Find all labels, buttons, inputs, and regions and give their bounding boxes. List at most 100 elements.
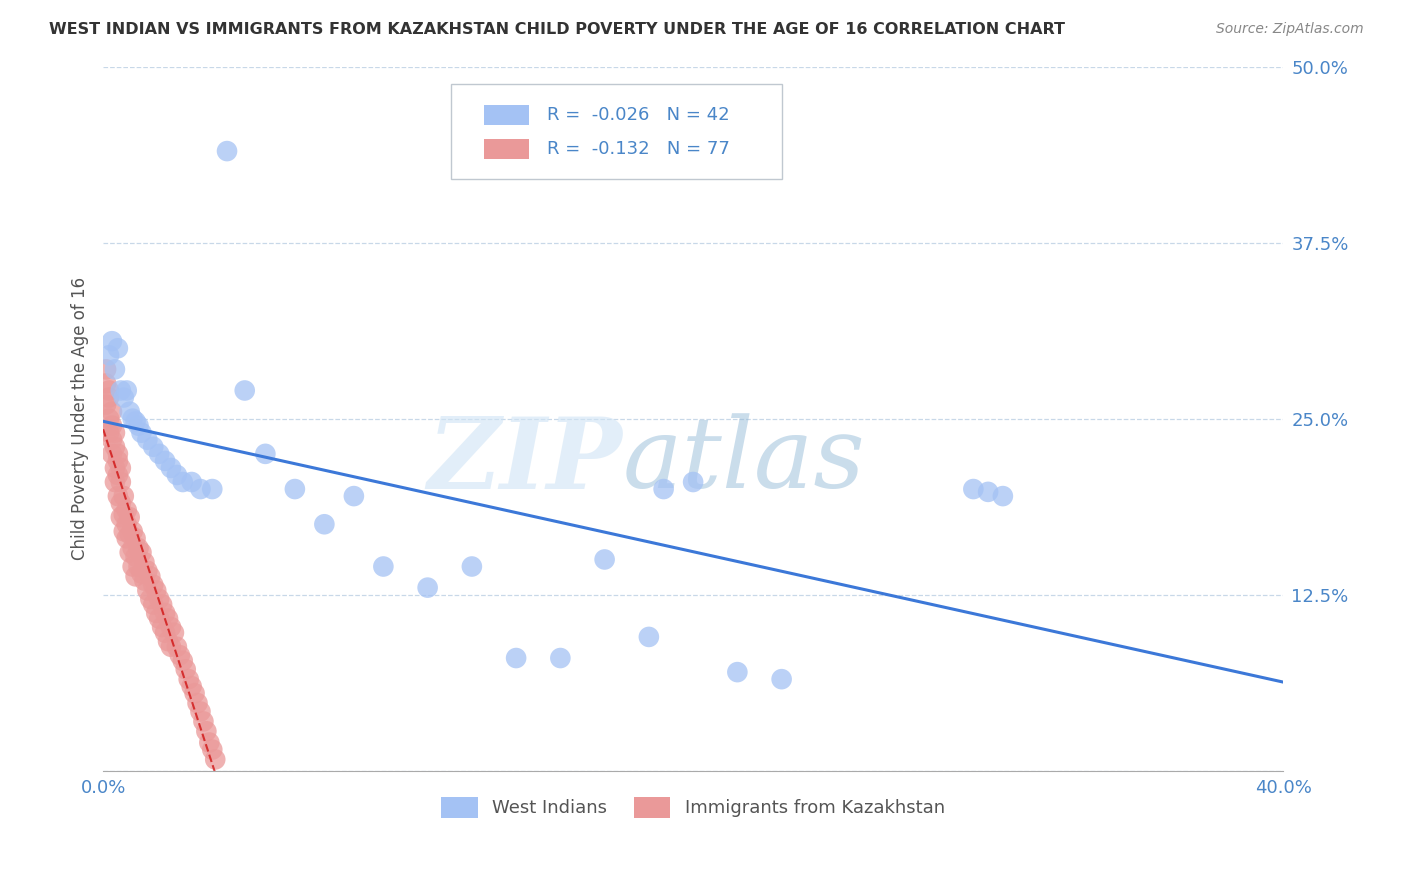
Point	[172, 654, 194, 668]
Point	[145, 606, 167, 620]
Point	[104, 440, 127, 454]
Point	[128, 418, 150, 433]
Point	[118, 510, 141, 524]
Point	[131, 566, 153, 581]
Legend: West Indians, Immigrants from Kazakhstan: West Indians, Immigrants from Kazakhstan	[434, 789, 952, 825]
Point	[104, 475, 127, 489]
Point	[101, 447, 124, 461]
Point	[193, 714, 215, 729]
Point	[110, 510, 132, 524]
Point	[150, 620, 173, 634]
Point	[153, 454, 176, 468]
Text: ZIP: ZIP	[427, 413, 623, 509]
Point	[160, 620, 183, 634]
Point	[160, 640, 183, 654]
Point	[115, 503, 138, 517]
Point	[121, 411, 143, 425]
Point	[145, 583, 167, 598]
Point	[124, 532, 146, 546]
Point	[204, 752, 226, 766]
Point	[124, 414, 146, 428]
Point	[142, 578, 165, 592]
Point	[550, 651, 572, 665]
Point	[991, 489, 1014, 503]
Point	[314, 517, 336, 532]
Point	[284, 482, 307, 496]
Point	[107, 489, 129, 503]
Point	[98, 411, 121, 425]
Text: Source: ZipAtlas.com: Source: ZipAtlas.com	[1216, 22, 1364, 37]
Text: R =  -0.026   N = 42: R = -0.026 N = 42	[547, 106, 730, 124]
Point	[652, 482, 675, 496]
Point	[770, 672, 793, 686]
FancyBboxPatch shape	[451, 84, 782, 179]
Point	[725, 665, 748, 679]
Point	[110, 496, 132, 510]
Bar	[484, 139, 529, 159]
Point	[98, 384, 121, 398]
Point	[104, 362, 127, 376]
Point	[134, 574, 156, 588]
Y-axis label: Child Poverty Under the Age of 16: Child Poverty Under the Age of 16	[72, 277, 89, 560]
Point	[201, 742, 224, 756]
Point	[195, 724, 218, 739]
Point	[104, 425, 127, 440]
Point	[112, 489, 135, 503]
Point	[110, 384, 132, 398]
Point	[124, 549, 146, 564]
Point	[101, 334, 124, 349]
Point	[198, 735, 221, 749]
Point	[254, 447, 277, 461]
Point	[94, 398, 117, 412]
Point	[153, 625, 176, 640]
Point	[174, 662, 197, 676]
Point	[121, 541, 143, 556]
Point	[166, 467, 188, 482]
Point	[139, 591, 162, 606]
Point	[163, 625, 186, 640]
Point	[101, 433, 124, 447]
Bar	[484, 105, 529, 125]
Point	[160, 461, 183, 475]
Point	[112, 508, 135, 522]
Point	[118, 404, 141, 418]
Point	[118, 527, 141, 541]
Point	[233, 384, 256, 398]
Point	[98, 348, 121, 362]
Point	[131, 425, 153, 440]
Point	[136, 583, 159, 598]
Point	[977, 484, 1000, 499]
Point	[150, 598, 173, 612]
Point	[98, 391, 121, 405]
Point	[107, 454, 129, 468]
Point	[416, 581, 439, 595]
Point	[186, 696, 208, 710]
Point	[180, 679, 202, 693]
Point	[112, 391, 135, 405]
Text: atlas: atlas	[623, 413, 865, 508]
Point	[157, 612, 180, 626]
Point	[139, 569, 162, 583]
Point	[121, 559, 143, 574]
Point	[593, 552, 616, 566]
Point	[121, 524, 143, 539]
Point	[142, 440, 165, 454]
Point	[190, 482, 212, 496]
Point	[136, 433, 159, 447]
Point	[142, 598, 165, 612]
Point	[461, 559, 484, 574]
Text: R =  -0.132   N = 77: R = -0.132 N = 77	[547, 140, 730, 158]
Text: WEST INDIAN VS IMMIGRANTS FROM KAZAKHSTAN CHILD POVERTY UNDER THE AGE OF 16 CORR: WEST INDIAN VS IMMIGRANTS FROM KAZAKHSTA…	[49, 22, 1066, 37]
Point	[98, 425, 121, 440]
Point	[101, 418, 124, 433]
Point	[962, 482, 984, 496]
Point	[115, 517, 138, 532]
Point	[183, 686, 205, 700]
Point	[682, 475, 704, 489]
Point	[136, 564, 159, 578]
Point	[107, 447, 129, 461]
Point	[638, 630, 661, 644]
Point	[94, 376, 117, 391]
Point	[148, 591, 170, 606]
Point	[505, 651, 527, 665]
